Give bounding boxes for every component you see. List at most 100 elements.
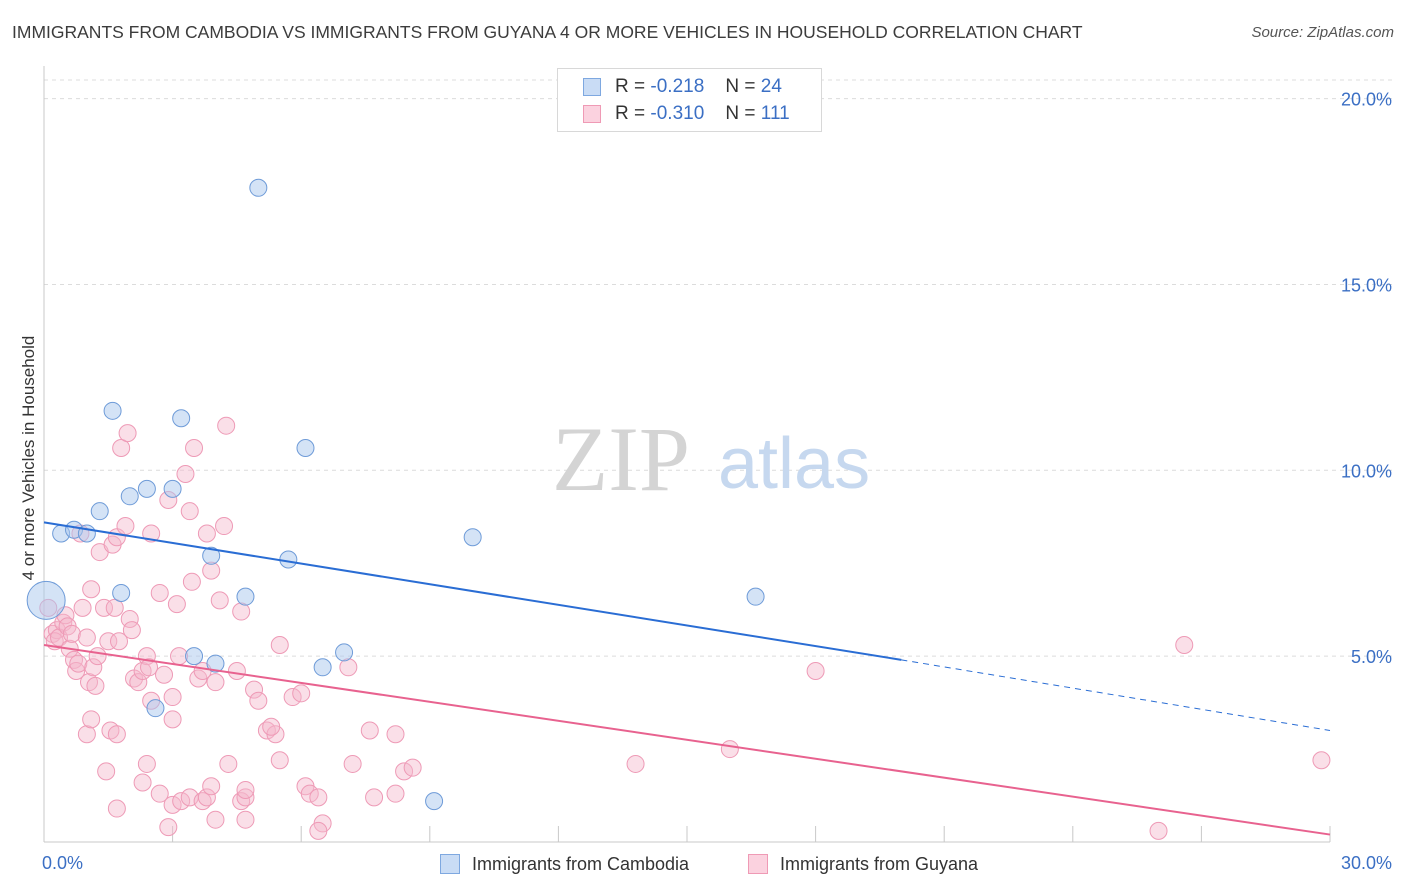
cambodia-trend-line xyxy=(43,521,902,661)
bottom-legend-guyana: Immigrants from Guyana xyxy=(748,852,978,876)
legend-r-value: -0.218 xyxy=(650,76,705,97)
guyana-point xyxy=(88,647,107,666)
guyana-point xyxy=(107,799,126,818)
legend-r-label: R = xyxy=(615,76,646,97)
source-label: Source: ZipAtlas.com xyxy=(1251,24,1394,41)
guyana-point xyxy=(309,788,328,807)
guyana-point xyxy=(95,598,114,617)
axes xyxy=(43,66,1331,843)
guyana-point xyxy=(206,673,225,692)
cambodia-point xyxy=(137,479,156,498)
guyana-point xyxy=(163,710,182,729)
guyana-point xyxy=(245,680,264,699)
guyana-point xyxy=(227,662,246,681)
cambodia-trend-line-extension xyxy=(901,659,1331,731)
guyana-point xyxy=(283,688,302,707)
guyana-point xyxy=(270,751,289,770)
guyana-point xyxy=(236,788,255,807)
cambodia-point xyxy=(185,647,204,666)
guyana-points xyxy=(39,416,1331,840)
guyana-point xyxy=(150,583,169,602)
y-tick-label: 15.0% xyxy=(1341,275,1392,295)
guyana-point xyxy=(116,517,135,536)
guyana-point xyxy=(47,621,66,640)
guyana-point xyxy=(77,628,96,647)
guyana-point xyxy=(197,788,216,807)
guyana-point xyxy=(1149,821,1168,840)
guyana-point xyxy=(69,654,88,673)
legend-swatch-guyana xyxy=(583,105,601,123)
cambodia-point xyxy=(296,438,315,457)
watermark-atlas: atlas xyxy=(718,424,870,504)
guyana-point xyxy=(73,598,92,617)
bottom-legend-cambodia: Immigrants from Cambodia xyxy=(440,852,689,876)
cambodia-point xyxy=(425,792,444,811)
trend-lines xyxy=(43,521,1331,836)
guyana-point xyxy=(720,740,739,759)
guyana-point xyxy=(309,821,328,840)
guyana-point xyxy=(206,810,225,829)
cambodia-point xyxy=(746,587,765,606)
guyana-point xyxy=(185,438,204,457)
legend-n-label: N = xyxy=(725,76,756,97)
guyana-point xyxy=(150,784,169,803)
guyana-point xyxy=(300,784,319,803)
guyana-point xyxy=(249,691,268,710)
correlation-legend: R = -0.218 N = 24 R = -0.310 N = 111 xyxy=(557,68,822,132)
cambodia-point xyxy=(146,699,165,718)
cambodia-point xyxy=(163,479,182,498)
cambodia-point xyxy=(112,583,131,602)
bottom-legend-swatch-guyana xyxy=(748,854,768,874)
guyana-point xyxy=(137,754,156,773)
guyana-point xyxy=(386,784,405,803)
guyana-point xyxy=(197,524,216,543)
guyana-point xyxy=(142,524,161,543)
guyana-point xyxy=(236,780,255,799)
guyana-point xyxy=(105,598,124,617)
guyana-point xyxy=(270,635,289,654)
guyana-point xyxy=(217,416,236,435)
cambodia-point xyxy=(172,409,191,428)
guyana-point xyxy=(236,810,255,829)
guyana-point xyxy=(219,754,238,773)
x-tick-label-min: 0.0% xyxy=(42,853,83,873)
legend-r-label: R = xyxy=(615,103,646,124)
guyana-point xyxy=(107,725,126,744)
y-tick-label: 10.0% xyxy=(1341,461,1392,481)
bottom-legend-swatch-cambodia xyxy=(440,854,460,874)
guyana-point xyxy=(62,624,81,643)
watermark: ZIP atlas xyxy=(552,408,870,510)
guyana-point xyxy=(133,773,152,792)
guyana-point xyxy=(262,717,281,736)
guyana-point xyxy=(122,621,141,640)
cambodia-point xyxy=(463,528,482,547)
guyana-point xyxy=(339,658,358,677)
legend-swatch-cambodia xyxy=(583,78,601,96)
guyana-point xyxy=(99,632,118,651)
guyana-point xyxy=(82,580,101,599)
guyana-point xyxy=(163,795,182,814)
guyana-trend-line xyxy=(43,644,1331,836)
guyana-point xyxy=(180,502,199,521)
cambodia-point xyxy=(206,654,225,673)
watermark-zip: ZIP xyxy=(552,408,690,510)
y-tick-label: 20.0% xyxy=(1341,90,1392,110)
y-axis-label: 4 or more Vehicles in Household xyxy=(19,336,38,581)
guyana-point xyxy=(140,658,159,677)
y-tick-label: 5.0% xyxy=(1351,647,1392,667)
guyana-point xyxy=(86,676,105,695)
guyana-point xyxy=(395,762,414,781)
guyana-point xyxy=(159,818,178,837)
guyana-point xyxy=(67,662,86,681)
guyana-point xyxy=(84,658,103,677)
guyana-point xyxy=(360,721,379,740)
cambodia-point xyxy=(202,546,221,565)
guyana-point xyxy=(129,673,148,692)
cambodia-point xyxy=(335,643,354,662)
guyana-point xyxy=(215,517,234,536)
guyana-point xyxy=(232,602,251,621)
guyana-point xyxy=(176,465,195,484)
bottom-legend-label-guyana: Immigrants from Guyana xyxy=(780,853,979,874)
cambodia-point xyxy=(90,502,109,521)
guyana-point xyxy=(118,424,137,443)
